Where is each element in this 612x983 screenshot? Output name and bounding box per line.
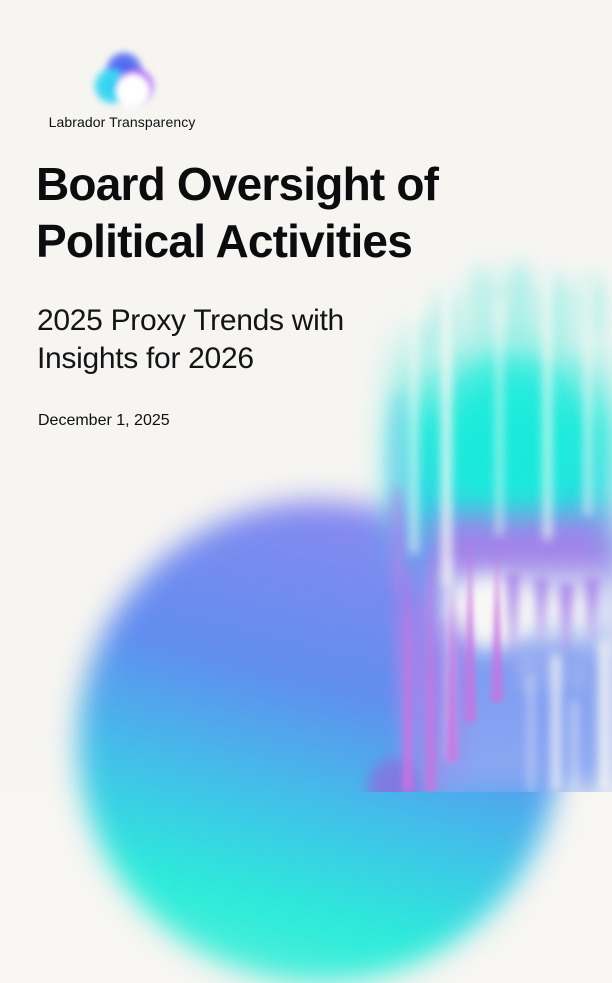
report-title: Board Oversight of Political Activities — [36, 156, 439, 270]
aurora-top-wisps — [415, 262, 605, 360]
brand-name: Labrador Transparency — [48, 114, 196, 130]
logo-white-center — [114, 72, 152, 110]
report-title-line2: Political Activities — [36, 215, 413, 267]
report-subtitle-line1: 2025 Proxy Trends with — [37, 304, 344, 337]
report-title-line1: Board Oversight of — [36, 158, 439, 210]
brand-logo-icon — [44, 50, 200, 112]
brand-header: Labrador Transparency — [44, 50, 200, 130]
report-subtitle-line2: Insights for 2026 — [37, 342, 254, 375]
report-date: December 1, 2025 — [38, 412, 170, 429]
report-subtitle: 2025 Proxy Trends with Insights for 2026 — [37, 302, 344, 378]
gradient-sphere-artwork — [78, 501, 560, 983]
